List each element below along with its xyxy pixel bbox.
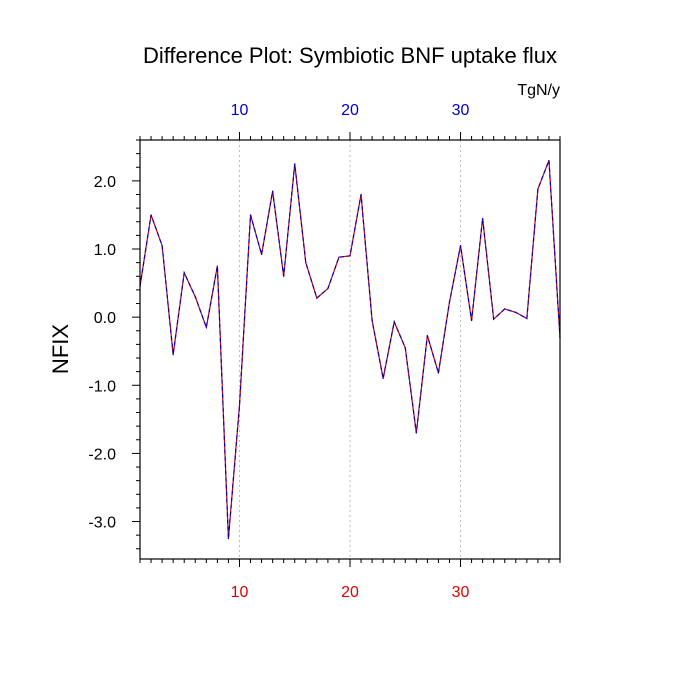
data-point-23	[382, 377, 384, 380]
chart-title: Difference Plot: Symbiotic BNF uptake fl…	[143, 43, 557, 68]
data-point-2	[150, 214, 152, 216]
data-point-38	[548, 159, 550, 162]
data-point-37	[537, 188, 539, 190]
data-point-33	[493, 318, 495, 320]
data-point-15	[294, 163, 296, 165]
y-tick-label-1.0: 1.0	[94, 242, 116, 259]
data-point-31	[470, 319, 473, 322]
data-series	[139, 159, 561, 540]
data-point-11	[249, 214, 252, 216]
data-point-4	[172, 354, 174, 356]
x-tick-label-bottom-30: 30	[452, 584, 470, 601]
data-point-20	[349, 255, 351, 257]
x-tick-label-top-10: 10	[231, 102, 249, 119]
y-tick-label--3.0: -3.0	[88, 515, 116, 532]
data-point-25	[404, 347, 406, 349]
grid-lines	[238, 140, 462, 559]
y-tick-label-0.0: 0.0	[94, 310, 116, 327]
data-point-9	[227, 537, 230, 540]
data-point-36	[526, 317, 528, 320]
data-point-26	[415, 432, 417, 434]
data-point-19	[338, 256, 340, 258]
data-point-29	[448, 301, 451, 303]
data-point-7	[205, 326, 207, 328]
x-tick-label-bottom-10: 10	[231, 584, 249, 601]
x-tick-label-top-30: 30	[452, 102, 470, 119]
data-point-32	[482, 217, 484, 219]
data-point-28	[437, 372, 440, 374]
data-point-13	[272, 190, 274, 192]
data-point-22	[371, 319, 373, 322]
data-point-17	[316, 297, 318, 299]
data-point-3	[161, 245, 163, 247]
y-tick-label-2.0: 2.0	[94, 174, 116, 191]
data-point-10	[238, 405, 241, 407]
y-tick-label--1.0: -1.0	[88, 378, 116, 395]
data-point-6	[194, 296, 196, 298]
data-point-35	[515, 311, 517, 313]
data-point-12	[260, 253, 263, 256]
data-point-8	[216, 265, 218, 267]
tick-labels: 10 10 20 20 30 30 2.0 1.0 0.0 -1.0 -2.0 -3.0	[88, 102, 469, 601]
data-point-27	[426, 334, 428, 337]
data-point-24	[393, 321, 395, 323]
units-label: TgN/y	[517, 82, 560, 99]
x-tick-label-top-20: 20	[341, 102, 359, 119]
y-tick-label--2.0: -2.0	[88, 446, 116, 463]
y-axis-label: NFIX	[48, 324, 73, 374]
data-point-34	[504, 308, 506, 310]
axis-ticks	[132, 132, 561, 567]
data-point-14	[283, 275, 285, 277]
data-point-5	[183, 272, 185, 274]
data-point-18	[327, 287, 329, 290]
data-point-30	[459, 245, 462, 247]
x-tick-label-bottom-20: 20	[341, 584, 359, 601]
data-point-21	[360, 193, 362, 196]
data-point-16	[305, 262, 307, 264]
